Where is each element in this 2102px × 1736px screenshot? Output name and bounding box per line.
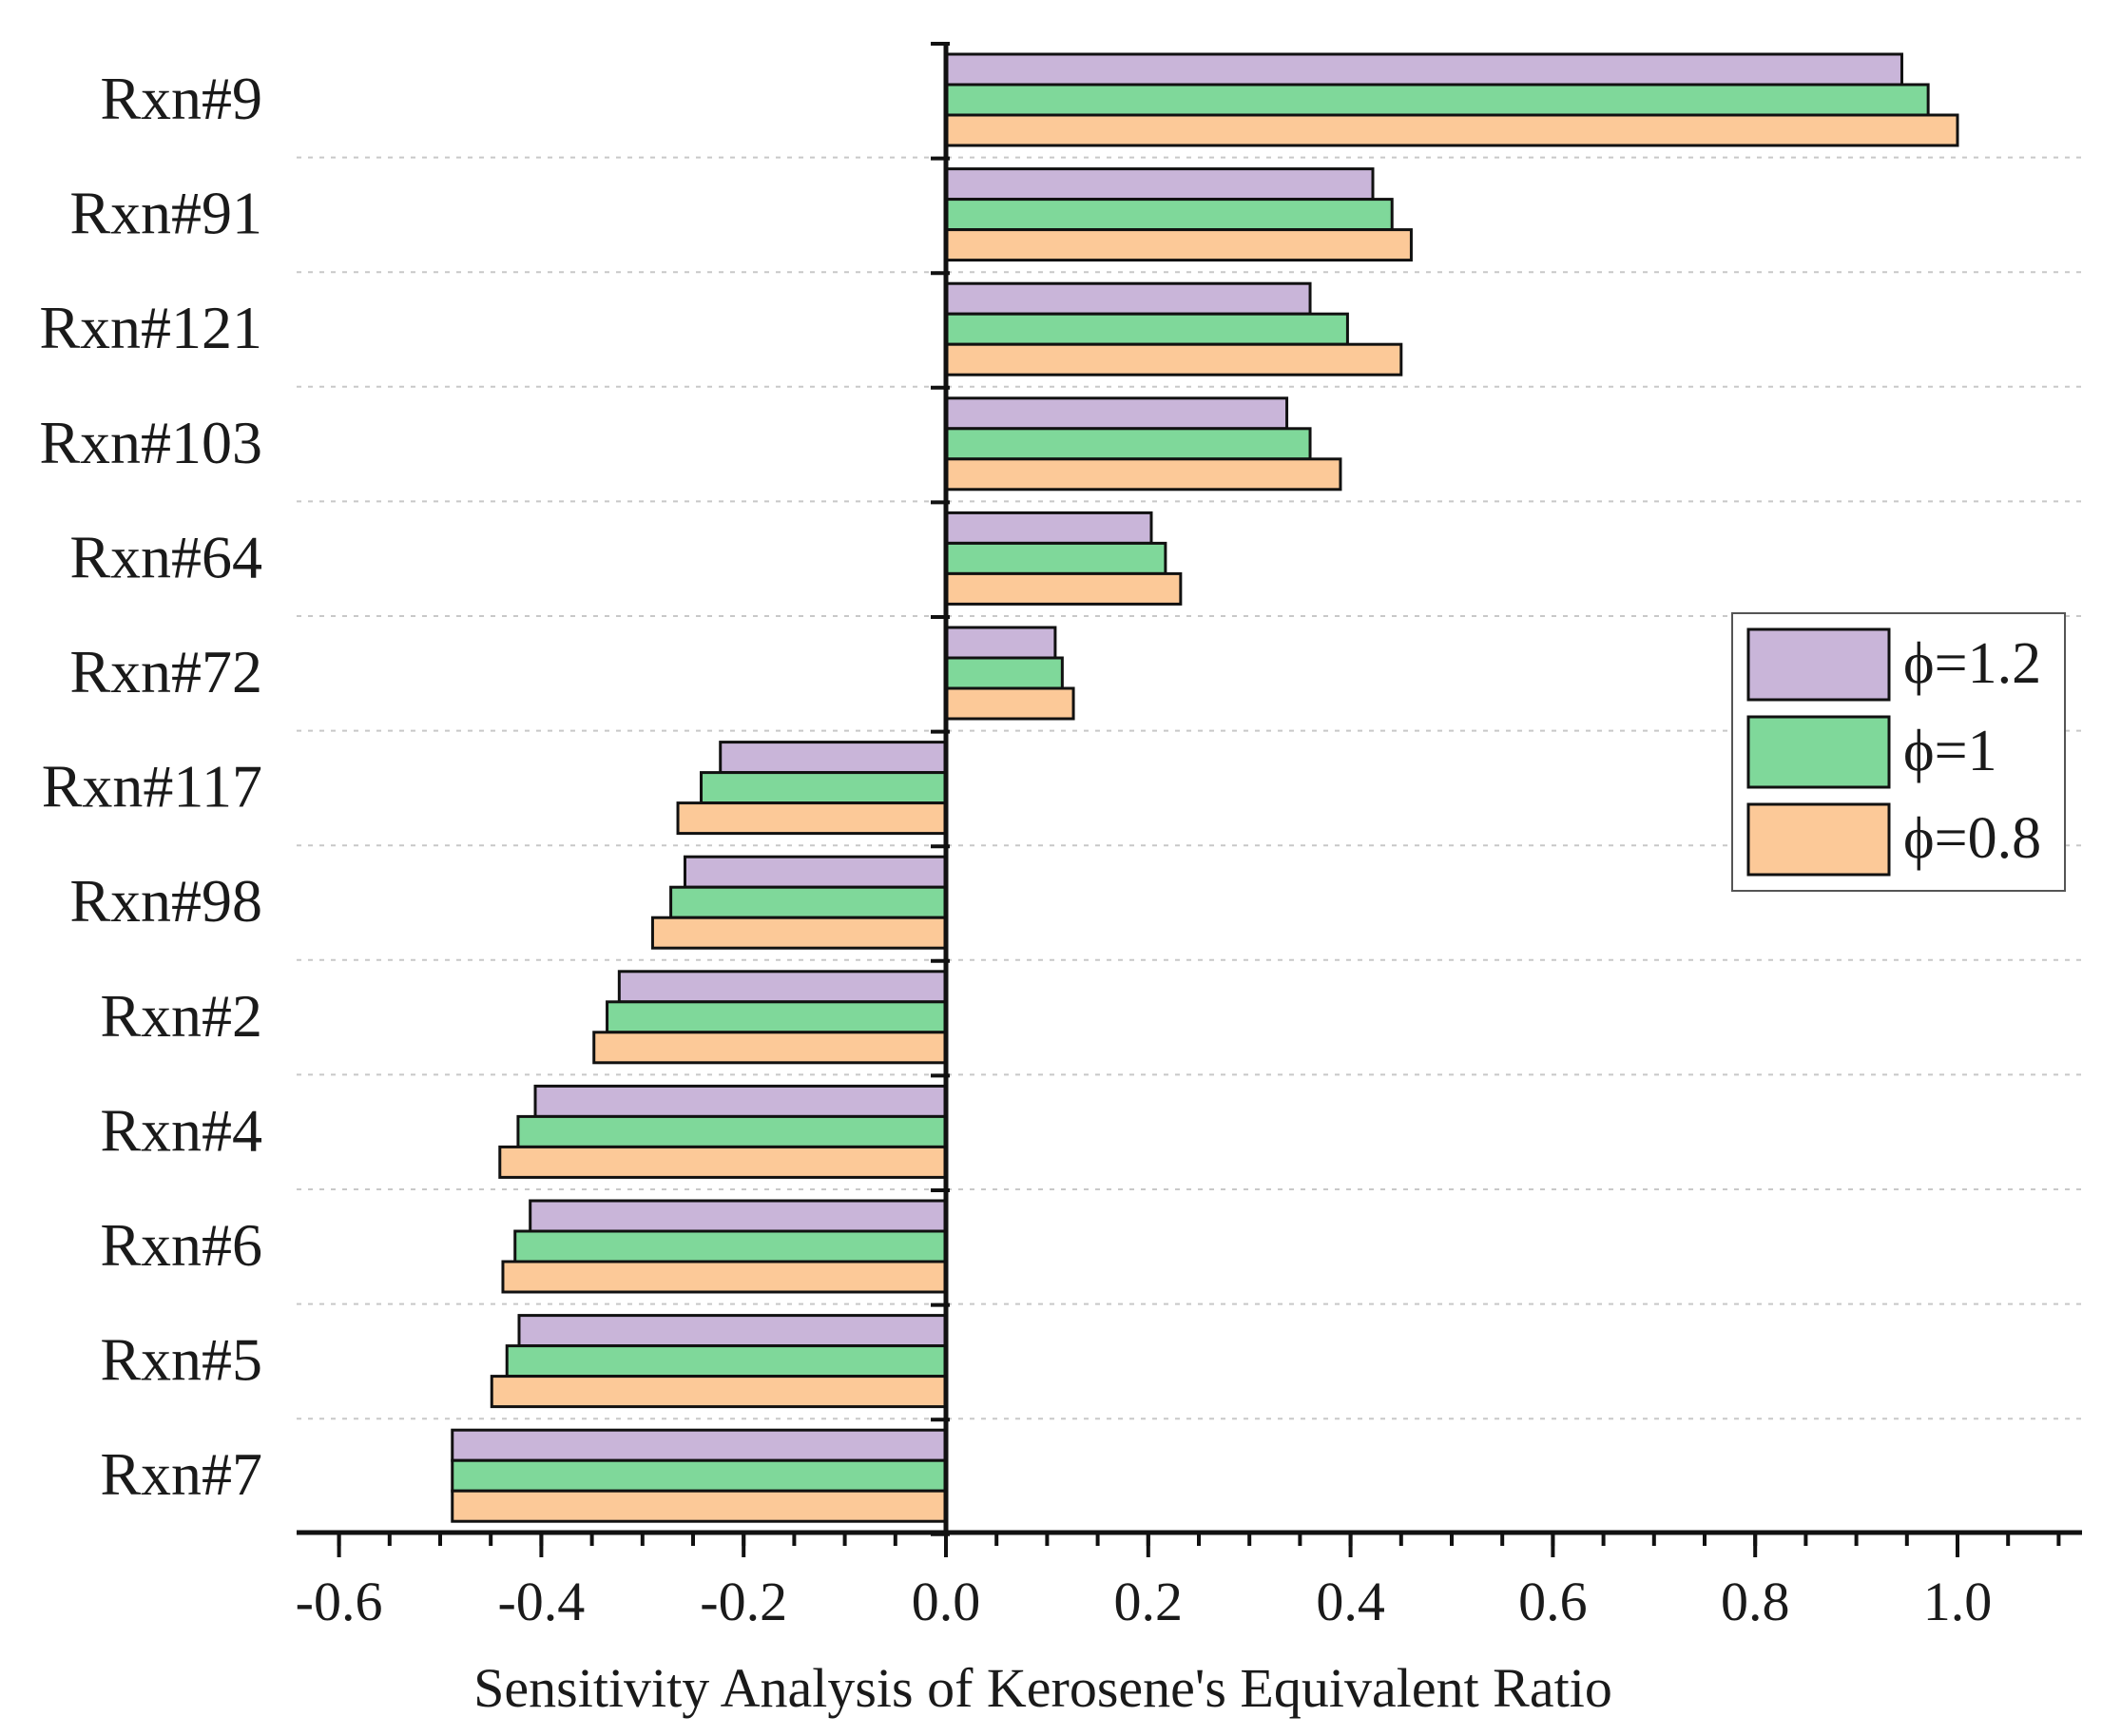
bar-Rxn7-series-3: [451, 1489, 948, 1523]
category-label: Rxn#117: [42, 753, 262, 820]
bar-Rxn6-series-3: [501, 1260, 948, 1294]
bar-Rxn98-series-2: [669, 885, 948, 919]
bar-Rxn98-series-3: [650, 916, 948, 950]
x-tick-label: -0.2: [700, 1571, 787, 1632]
x-tick-label: 0.4: [1316, 1571, 1385, 1632]
legend-swatch-3: [1746, 802, 1891, 877]
category-label: Rxn#64: [69, 523, 262, 590]
x-tick-label: -0.6: [296, 1571, 383, 1632]
axes: [297, 42, 2082, 1557]
bar-Rxn64-series-1: [944, 511, 1153, 545]
bar-Rxn64-series-3: [944, 571, 1183, 606]
bar-Rxn7-series-2: [451, 1458, 948, 1493]
bar-Rxn91-series-3: [944, 228, 1413, 262]
x-tick-label: 0.0: [912, 1571, 981, 1632]
bar-Rxn9-series-3: [944, 113, 1959, 147]
category-labels: Rxn#9 Rxn#91 Rxn#121 Rxn#103 Rxn#64 Rxn#72 Rxn…: [39, 65, 262, 1508]
x-tick-label: 0.8: [1721, 1571, 1790, 1632]
bar-Rxn121-series-3: [944, 342, 1403, 376]
bar-Rxn4-series-1: [533, 1084, 948, 1118]
category-label: Rxn#9: [100, 65, 262, 132]
bar-Rxn121-series-1: [944, 281, 1312, 316]
bar-Rxn6-series-2: [513, 1229, 948, 1263]
bar-Rxn98-series-1: [683, 855, 948, 889]
bars: [451, 52, 1959, 1523]
category-label: Rxn#6: [100, 1211, 262, 1279]
bar-Rxn103-series-3: [944, 457, 1342, 492]
bar-Rxn5-series-1: [517, 1314, 948, 1348]
bar-Rxn2-series-1: [617, 970, 948, 1004]
x-tick-label: -0.4: [497, 1571, 585, 1632]
x-tick-label: 1.0: [1923, 1571, 1993, 1632]
bar-Rxn72-series-3: [944, 686, 1075, 721]
category-label: Rxn#91: [69, 180, 262, 247]
category-label: Rxn#5: [100, 1326, 262, 1394]
bar-Rxn5-series-2: [505, 1344, 948, 1379]
category-label: Rxn#121: [39, 294, 262, 361]
legend-label-1: ϕ=1.2: [1903, 631, 2041, 696]
legend[interactable]: ϕ=1.2 ϕ=1 ϕ=0.8: [1731, 612, 2066, 892]
grid-lines: [297, 156, 2082, 1420]
bar-Rxn4-series-2: [516, 1114, 948, 1148]
bar-Rxn2-series-2: [606, 1000, 948, 1034]
bar-Rxn72-series-2: [944, 656, 1064, 690]
category-label: Rxn#72: [69, 638, 262, 705]
legend-label-2: ϕ=1: [1903, 719, 1997, 783]
bar-Rxn6-series-1: [529, 1199, 948, 1233]
category-label: Rxn#98: [69, 867, 262, 935]
category-label: Rxn#2: [100, 982, 262, 1050]
bar-Rxn103-series-1: [944, 396, 1289, 431]
bar-Rxn9-series-1: [944, 52, 1903, 87]
bar-Rxn2-series-3: [592, 1031, 948, 1065]
bar-Rxn72-series-1: [944, 626, 1057, 660]
bar-Rxn9-series-2: [944, 83, 1930, 117]
legend-swatch-1: [1746, 627, 1891, 702]
bar-Rxn117-series-1: [719, 741, 948, 775]
x-tick-label: 0.6: [1518, 1571, 1588, 1632]
bar-Rxn64-series-2: [944, 541, 1167, 575]
bar-Rxn91-series-1: [944, 167, 1375, 202]
x-tick-label: 0.2: [1114, 1571, 1184, 1632]
x-axis-title: Sensitivity Analysis of Kerosene's Equiv…: [473, 1657, 1612, 1719]
category-label: Rxn#7: [100, 1440, 262, 1508]
bar-Rxn7-series-1: [451, 1428, 948, 1462]
bar-Rxn117-series-2: [700, 771, 948, 805]
bar-Rxn117-series-3: [676, 801, 948, 836]
legend-swatch-2: [1746, 715, 1891, 789]
legend-label-3: ϕ=0.8: [1903, 806, 2041, 871]
bar-Rxn121-series-2: [944, 312, 1349, 346]
bar-Rxn103-series-2: [944, 427, 1312, 461]
bar-Rxn91-series-2: [944, 198, 1394, 232]
category-label: Rxn#4: [100, 1096, 262, 1164]
x-tick-labels: -0.6 -0.4 -0.2 0.0 0.2 0.4 0.6 0.8 1.0: [296, 1571, 1993, 1632]
bar-Rxn4-series-3: [498, 1145, 948, 1179]
category-label: Rxn#103: [39, 409, 262, 476]
bar-Rxn5-series-3: [490, 1375, 948, 1409]
